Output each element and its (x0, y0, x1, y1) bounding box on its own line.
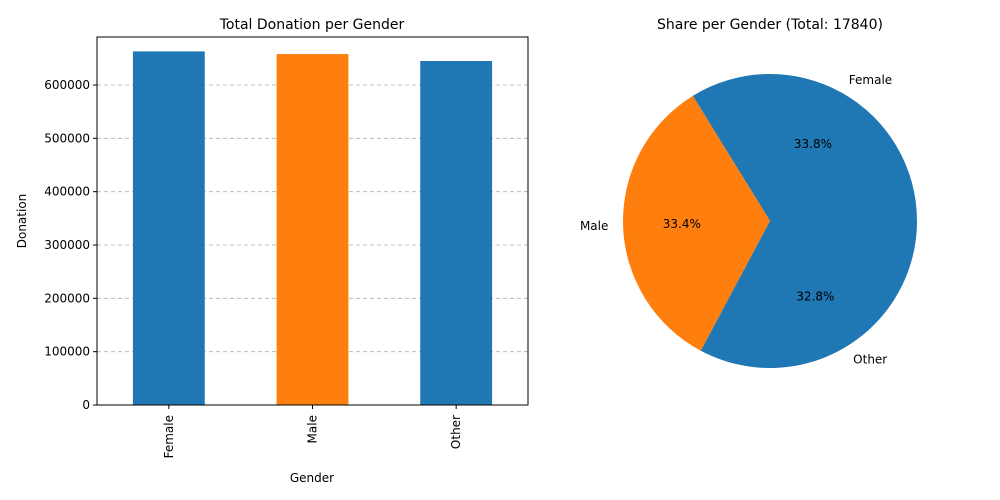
bar-female (132, 51, 205, 406)
bar-y-tick-label: 0 (82, 398, 90, 412)
bar-chart: Total Donation per Gender 0 100000 200000 3… (15, 17, 529, 485)
pie-percent-other: 32.8% (796, 290, 834, 304)
bar-y-tick-label: 400000 (44, 185, 90, 199)
bar-y-tick-label: 200000 (44, 291, 90, 305)
bar-x-ticks: Female Male Other (162, 405, 463, 458)
pie-label-male: Male (580, 219, 608, 233)
bar-bars (132, 51, 493, 406)
bar-chart-title: Total Donation per Gender (219, 17, 405, 33)
pie-label-other: Other (853, 353, 887, 367)
bar-x-tick-label: Other (449, 415, 463, 449)
pie-slice-male (623, 95, 770, 351)
bar-male (276, 54, 349, 406)
bar-y-tick-label: 500000 (44, 131, 90, 145)
pie-chart: Share per Gender (Total: 17840) Female 33… (580, 17, 917, 368)
pie-labels: Female 33.8% Male 33.4% Other 32.8% (580, 73, 892, 367)
bar-y-tick-label: 100000 (44, 345, 90, 359)
pie-slices (623, 73, 917, 368)
bar-x-tick-label: Female (162, 415, 176, 458)
pie-percent-female: 33.8% (794, 137, 832, 151)
bar-y-tick-label: 600000 (44, 78, 90, 92)
bar-y-tick-label: 300000 (44, 238, 90, 252)
pie-chart-title: Share per Gender (Total: 17840) (657, 17, 883, 33)
bar-other (420, 61, 493, 405)
bar-y-axis-label: Donation (15, 194, 29, 249)
pie-label-female: Female (849, 73, 892, 87)
bar-x-axis-label: Gender (290, 471, 334, 485)
pie-percent-male: 33.4% (663, 217, 701, 231)
pie-slice-other (700, 221, 917, 368)
bar-y-ticks: 0 100000 200000 300000 400000 500000 600000 (44, 78, 97, 412)
bar-x-tick-label: Male (306, 415, 320, 443)
pie-slice-female (692, 73, 917, 222)
